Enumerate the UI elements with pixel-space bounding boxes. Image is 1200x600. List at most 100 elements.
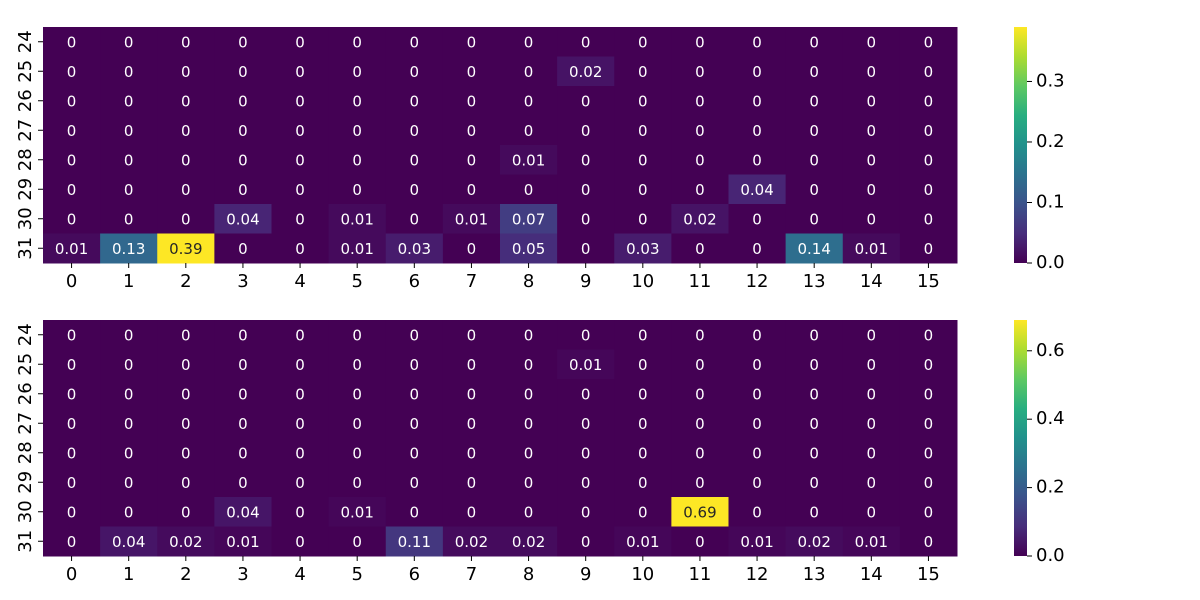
heatmap-cell — [557, 379, 615, 409]
heatmap-cell — [328, 379, 387, 409]
cell-value-label: 0 — [181, 356, 191, 374]
cell-value-label: 0 — [67, 533, 77, 551]
cell-value-label: 0 — [867, 326, 877, 344]
heatmap-cell — [385, 145, 444, 175]
cell-value-label: 0.04 — [226, 210, 259, 228]
heatmap-cell — [271, 497, 330, 527]
x-tick-label: 7 — [466, 271, 477, 292]
heatmap-cell — [328, 233, 387, 264]
cell-value-label: 0 — [924, 415, 934, 433]
heatmap-cell — [899, 27, 958, 57]
heatmap-cell — [328, 467, 387, 498]
cell-value-label: 0 — [410, 92, 420, 110]
heatmap-cell — [557, 497, 615, 527]
cell-value-label: 0.02 — [512, 533, 545, 551]
heatmap-cell — [100, 27, 158, 57]
heatmap-cell — [671, 349, 729, 380]
heatmap-cell — [728, 379, 787, 409]
heatmap-cell — [442, 204, 501, 234]
heatmap-cell — [271, 27, 330, 57]
cell-value-label: 0 — [809, 474, 819, 492]
cell-value-label: 0 — [924, 33, 934, 51]
heatmap-cell — [157, 86, 215, 116]
cell-value-label: 0 — [867, 415, 877, 433]
cell-value-label: 0 — [238, 356, 248, 374]
cell-value-label: 0 — [752, 240, 762, 258]
heatmap-cell — [785, 233, 844, 264]
heatmap-cell — [500, 56, 558, 87]
heatmap-cell — [614, 497, 672, 527]
cell-value-label: 0 — [238, 122, 248, 140]
heatmap-cell — [614, 204, 672, 234]
cell-value-label: 0 — [924, 533, 934, 551]
cell-value-label: 0 — [124, 33, 134, 51]
cell-value-label: 0 — [524, 385, 534, 403]
x-tick-label: 1 — [123, 271, 134, 292]
heatmap-cell — [899, 526, 958, 557]
heatmap-cell — [271, 204, 330, 234]
heatmap-cell — [785, 145, 844, 175]
cell-value-label: 0 — [352, 181, 362, 199]
cell-value-label: 0 — [524, 326, 534, 344]
heatmap-cell — [328, 497, 387, 527]
heatmap-cell — [500, 27, 558, 57]
heatmap-cell — [500, 174, 558, 205]
y-tick-label: 24 — [15, 323, 36, 346]
heatmap-cell — [671, 320, 729, 350]
heatmap-cell — [442, 27, 501, 57]
heatmap-cell — [614, 145, 672, 175]
x-tick-label: 5 — [351, 271, 362, 292]
cell-value-label: 0 — [809, 503, 819, 521]
heatmap-cell — [557, 145, 615, 175]
heatmap-cell — [271, 320, 330, 350]
cell-value-label: 0.01 — [855, 533, 888, 551]
cell-value-label: 0 — [467, 326, 477, 344]
heatmap-cell — [557, 174, 615, 205]
heatmap-cell — [442, 497, 501, 527]
heatmap-cell — [271, 145, 330, 175]
heatmap-cell — [500, 497, 558, 527]
cell-value-label: 0 — [581, 122, 591, 140]
heatmap-cell — [899, 467, 958, 498]
cell-value-label: 0 — [181, 326, 191, 344]
cell-value-label: 0 — [809, 122, 819, 140]
cell-value-label: 0.13 — [112, 240, 145, 258]
cell-value-label: 0 — [352, 92, 362, 110]
cell-value-label: 0 — [524, 356, 534, 374]
heatmap-cell — [899, 115, 958, 146]
cell-value-label: 0.01 — [569, 356, 602, 374]
cell-value-label: 0 — [695, 385, 705, 403]
x-tick-label: 11 — [688, 564, 711, 585]
colorbar-tick-label: 0.4 — [1036, 408, 1065, 429]
y-tick-label: 30 — [15, 207, 36, 230]
heatmap-cell — [442, 320, 501, 350]
cell-value-label: 0 — [524, 444, 534, 462]
cell-value-label: 0 — [638, 210, 648, 228]
heatmap-cell — [157, 497, 215, 527]
heatmap-panel-top: 0 0 0 0 0 0 0 0 0 0 0 0 0 0 0 00 0 0 0 0 0 0 0 0 0.02 0 0 0 0 0 00 0 0 0 0… — [15, 27, 1065, 292]
cell-value-label: 0.11 — [398, 533, 431, 551]
cell-value-label: 0 — [638, 503, 648, 521]
heatmap-cell — [500, 115, 558, 146]
cell-value-label: 0 — [524, 415, 534, 433]
cell-value-label: 0.01 — [340, 240, 373, 258]
cell-value-label: 0 — [467, 151, 477, 169]
heatmap-cell — [271, 438, 330, 468]
heatmap-cell — [214, 526, 272, 557]
cell-value-label: 0 — [638, 474, 648, 492]
heatmap-cell — [557, 320, 615, 350]
heatmap-cell — [214, 497, 272, 527]
x-tick-label: 6 — [409, 564, 420, 585]
y-tick-label: 25 — [15, 353, 36, 376]
heatmap-cell — [328, 349, 387, 380]
cell-value-label: 0 — [67, 92, 77, 110]
x-tick-label: 8 — [523, 564, 534, 585]
cell-value-label: 0 — [752, 33, 762, 51]
heatmap-cell — [728, 145, 787, 175]
cell-value-label: 0.03 — [398, 240, 431, 258]
heatmap-cell — [43, 467, 101, 498]
cell-value-label: 0 — [867, 444, 877, 462]
cell-value-label: 0 — [524, 181, 534, 199]
x-tick-label: 4 — [294, 271, 305, 292]
heatmap-cell — [614, 233, 672, 264]
